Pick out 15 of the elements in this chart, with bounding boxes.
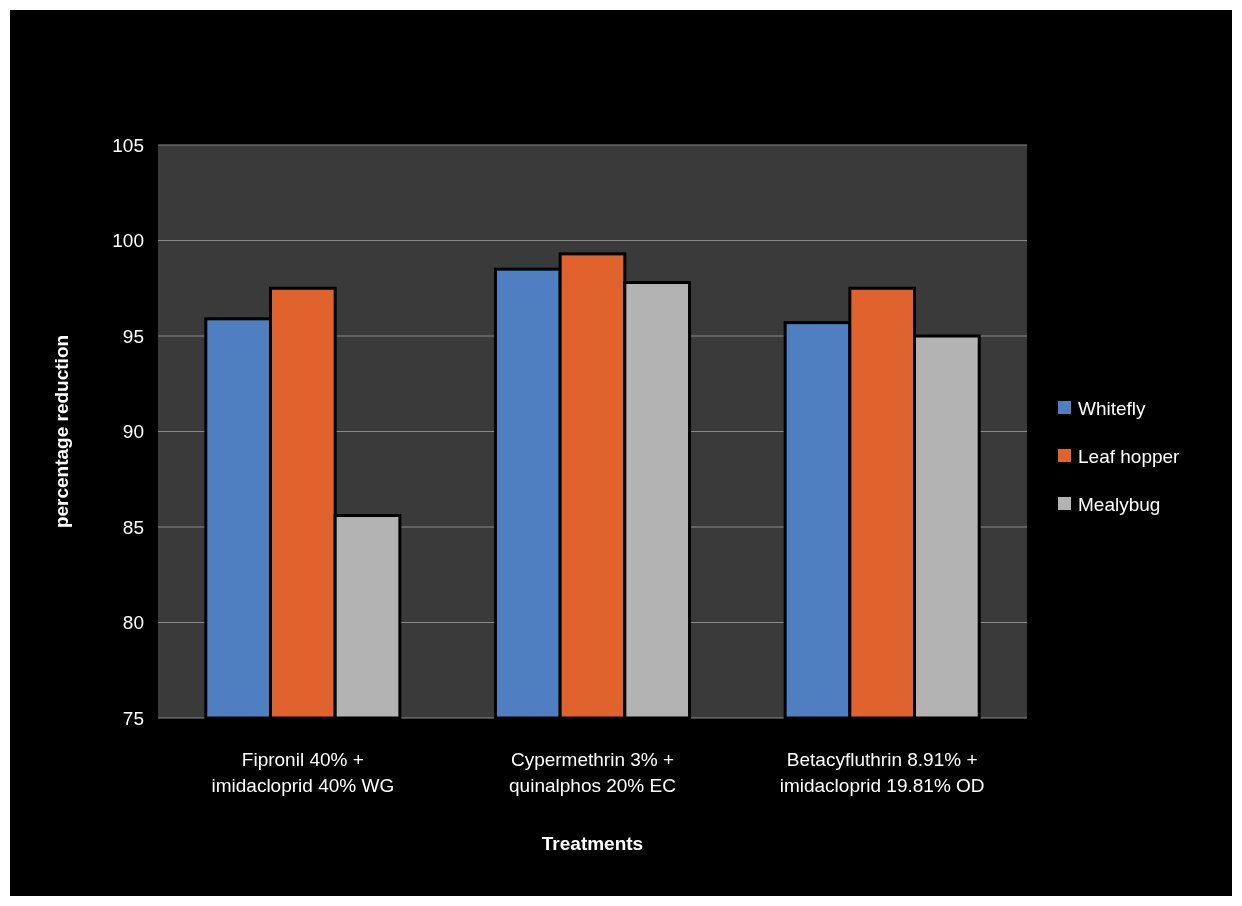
x-tick-label: Cypermethrin 3% + quinalphos 20% EC — [509, 749, 676, 796]
y-tick-label: 95 — [122, 325, 144, 347]
legend-label: Whitefly — [1078, 397, 1147, 419]
y-tick-label: 75 — [122, 707, 144, 729]
x-tick-label: Betacyfluthrin 8.91% + imidacloprid 19.81% OD — [779, 749, 985, 796]
y-tick-label: 85 — [122, 516, 144, 538]
x-axis-title: Treatments — [541, 833, 644, 854]
legend-label: Leaf hopper — [1078, 445, 1181, 467]
y-axis-title: percentage reduction — [51, 334, 72, 529]
y-tick-label: 100 — [112, 230, 144, 252]
y-tick-label: 80 — [122, 612, 144, 634]
x-tick-label: Fipronil 40% + imidacloprid 40% WG — [211, 749, 395, 796]
legend-label: Mealybug — [1078, 493, 1161, 515]
y-tick-label: 105 — [112, 134, 144, 156]
y-tick-label: 90 — [122, 421, 144, 443]
